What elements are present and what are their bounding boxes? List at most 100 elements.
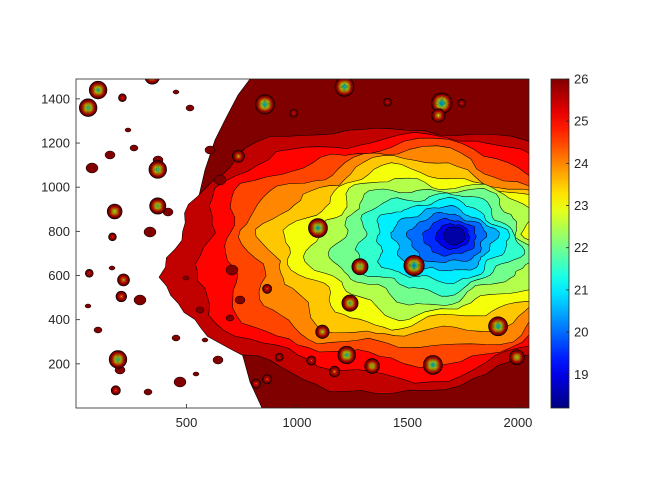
colorbar-tick-label: 23 <box>574 198 588 213</box>
source-ring <box>156 168 159 171</box>
noise-island <box>234 295 246 305</box>
point-source <box>457 99 466 108</box>
point-source <box>110 385 121 396</box>
source-ring <box>254 382 258 386</box>
point-source <box>306 355 317 366</box>
source-ring <box>122 278 125 282</box>
noise-island <box>84 303 92 309</box>
colorbar-scale <box>550 78 570 409</box>
y-tick-label: 600 <box>48 268 70 283</box>
point-source <box>108 350 128 369</box>
y-tick-label: 1200 <box>41 136 70 151</box>
point-source <box>364 358 380 374</box>
contour-band <box>443 226 466 246</box>
source-ring <box>120 96 124 100</box>
point-source <box>334 79 355 97</box>
point-source <box>341 294 359 312</box>
x-tick-label: 2000 <box>503 415 532 430</box>
point-source <box>144 76 160 85</box>
x-axis: 500 1000 1500 2000 <box>176 404 532 430</box>
y-tick-label: 1400 <box>41 91 70 106</box>
source-ring <box>292 111 296 115</box>
colorbar: 19 20 21 22 23 24 25 26 <box>550 72 588 409</box>
point-source <box>117 273 130 287</box>
source-ring <box>345 353 348 357</box>
y-axis: 200 400 600 800 1000 1200 1400 <box>41 91 80 371</box>
source-ring <box>358 265 362 268</box>
noise-island <box>192 371 200 377</box>
noise-island <box>185 104 195 112</box>
noise-island <box>201 337 209 343</box>
point-sources <box>79 76 525 396</box>
source-ring <box>371 364 374 368</box>
noise-island <box>182 275 190 281</box>
noise-island <box>171 334 181 342</box>
noise-island <box>225 264 239 276</box>
source-ring <box>151 76 153 78</box>
source-ring <box>277 355 281 359</box>
noise-island <box>204 145 216 155</box>
point-source <box>423 355 443 375</box>
source-ring <box>116 358 120 361</box>
point-source <box>289 108 298 118</box>
point-source <box>328 365 341 378</box>
source-ring <box>263 103 266 106</box>
point-source <box>106 203 123 220</box>
noise-island <box>124 127 132 133</box>
point-source <box>262 374 273 385</box>
y-tick-label: 1000 <box>41 180 70 195</box>
point-source <box>403 255 425 277</box>
colorbar-tick-label: 21 <box>574 282 588 297</box>
noise-island <box>133 294 147 306</box>
source-ring <box>413 264 416 267</box>
source-ring <box>97 88 100 92</box>
source-ring <box>87 271 91 275</box>
source-ring <box>515 356 518 359</box>
noise-island <box>93 326 103 334</box>
y-tick-label: 800 <box>48 224 70 239</box>
source-ring <box>265 377 269 381</box>
x-tick-label: 500 <box>176 415 198 430</box>
x-tick-label: 1000 <box>283 415 312 430</box>
point-source <box>88 80 108 100</box>
source-ring <box>431 363 434 366</box>
plot-area <box>76 76 529 408</box>
noise-island <box>212 355 224 365</box>
source-ring <box>113 210 116 213</box>
source-ring <box>265 287 269 291</box>
noise-islands <box>84 89 246 396</box>
noise-island <box>172 89 180 95</box>
point-source <box>431 108 446 123</box>
point-source <box>232 149 245 163</box>
point-source <box>351 258 369 276</box>
point-source <box>251 378 262 389</box>
source-ring <box>460 101 464 105</box>
noise-island <box>85 162 99 174</box>
source-ring <box>87 106 90 109</box>
source-ring <box>386 100 390 104</box>
source-ring <box>237 155 240 158</box>
colorbar-tick-label: 26 <box>574 72 588 87</box>
y-tick-label: 200 <box>48 356 70 371</box>
point-source <box>509 349 525 365</box>
source-ring <box>120 295 123 298</box>
point-source <box>108 232 117 242</box>
noise-island <box>129 144 139 152</box>
point-source <box>383 97 392 107</box>
source-ring <box>437 114 440 117</box>
source-ring <box>321 330 324 333</box>
point-source <box>118 93 127 103</box>
source-ring <box>156 204 159 208</box>
point-source <box>115 290 127 303</box>
source-ring <box>497 325 500 328</box>
point-source <box>308 218 328 238</box>
point-source <box>85 269 94 278</box>
source-ring <box>440 102 443 105</box>
point-source <box>315 324 330 339</box>
noise-island <box>108 265 116 271</box>
x-tick-label: 1500 <box>393 415 422 430</box>
source-ring <box>310 359 313 362</box>
source-ring <box>110 235 114 239</box>
colorbar-tick-label: 19 <box>574 367 588 382</box>
